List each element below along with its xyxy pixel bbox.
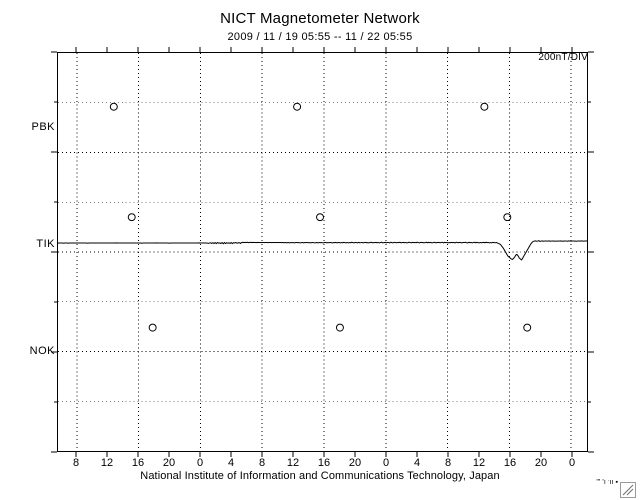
chart-title: NICT Magnetometer Network bbox=[220, 10, 420, 27]
y-axis-station-labels: PBK TIK NOK bbox=[0, 0, 55, 500]
resize-handle-icon[interactable] bbox=[620, 482, 636, 498]
y-axis-label-tik: TIK bbox=[36, 238, 55, 250]
x-axis-tick-label: 20 bbox=[162, 457, 176, 469]
x-axis-tick-label: 0 bbox=[196, 457, 204, 469]
x-axis-hour-labels: 8 12 16 20 0 4 8 12 16 20 0 4 8 12 16 20 0 bbox=[0, 457, 640, 473]
chart-subtitle-timerange: 2009 / 11 / 19 05:55 -- 11 / 22 05:55 bbox=[227, 31, 413, 43]
x-axis-tick-label: 12 bbox=[286, 457, 300, 469]
x-axis-tick-label: 4 bbox=[227, 457, 235, 469]
x-axis-tick-label: 0 bbox=[382, 457, 390, 469]
plot-area bbox=[57, 52, 588, 452]
x-axis-tick-label: 12 bbox=[100, 457, 114, 469]
x-axis-tick-label: 8 bbox=[258, 457, 266, 469]
x-axis-tick-label: 16 bbox=[131, 457, 145, 469]
x-axis-tick-label: 12 bbox=[472, 457, 486, 469]
corner-artifact-text: ''' ’ı ˑıı ▪ bbox=[596, 479, 618, 486]
x-axis-tick-label: 16 bbox=[503, 457, 517, 469]
x-axis-tick-label: 0 bbox=[568, 457, 576, 469]
trace-layer bbox=[58, 102, 587, 332]
x-axis-tick-label: 20 bbox=[534, 457, 548, 469]
y-axis-label-pbk: PBK bbox=[31, 121, 55, 133]
x-axis-tick-label: 8 bbox=[72, 457, 80, 469]
x-axis-tick-label: 4 bbox=[413, 457, 421, 469]
footer-credit: National Institute of Information and Co… bbox=[140, 470, 500, 482]
x-axis-tick-label: 8 bbox=[444, 457, 452, 469]
y-axis-label-nok: NOK bbox=[29, 345, 55, 357]
x-axis-tick-label: 20 bbox=[348, 457, 362, 469]
x-axis-tick-label: 16 bbox=[317, 457, 331, 469]
units-per-division-label: 200nT/DIV bbox=[538, 52, 588, 63]
grid-layer bbox=[58, 53, 587, 451]
